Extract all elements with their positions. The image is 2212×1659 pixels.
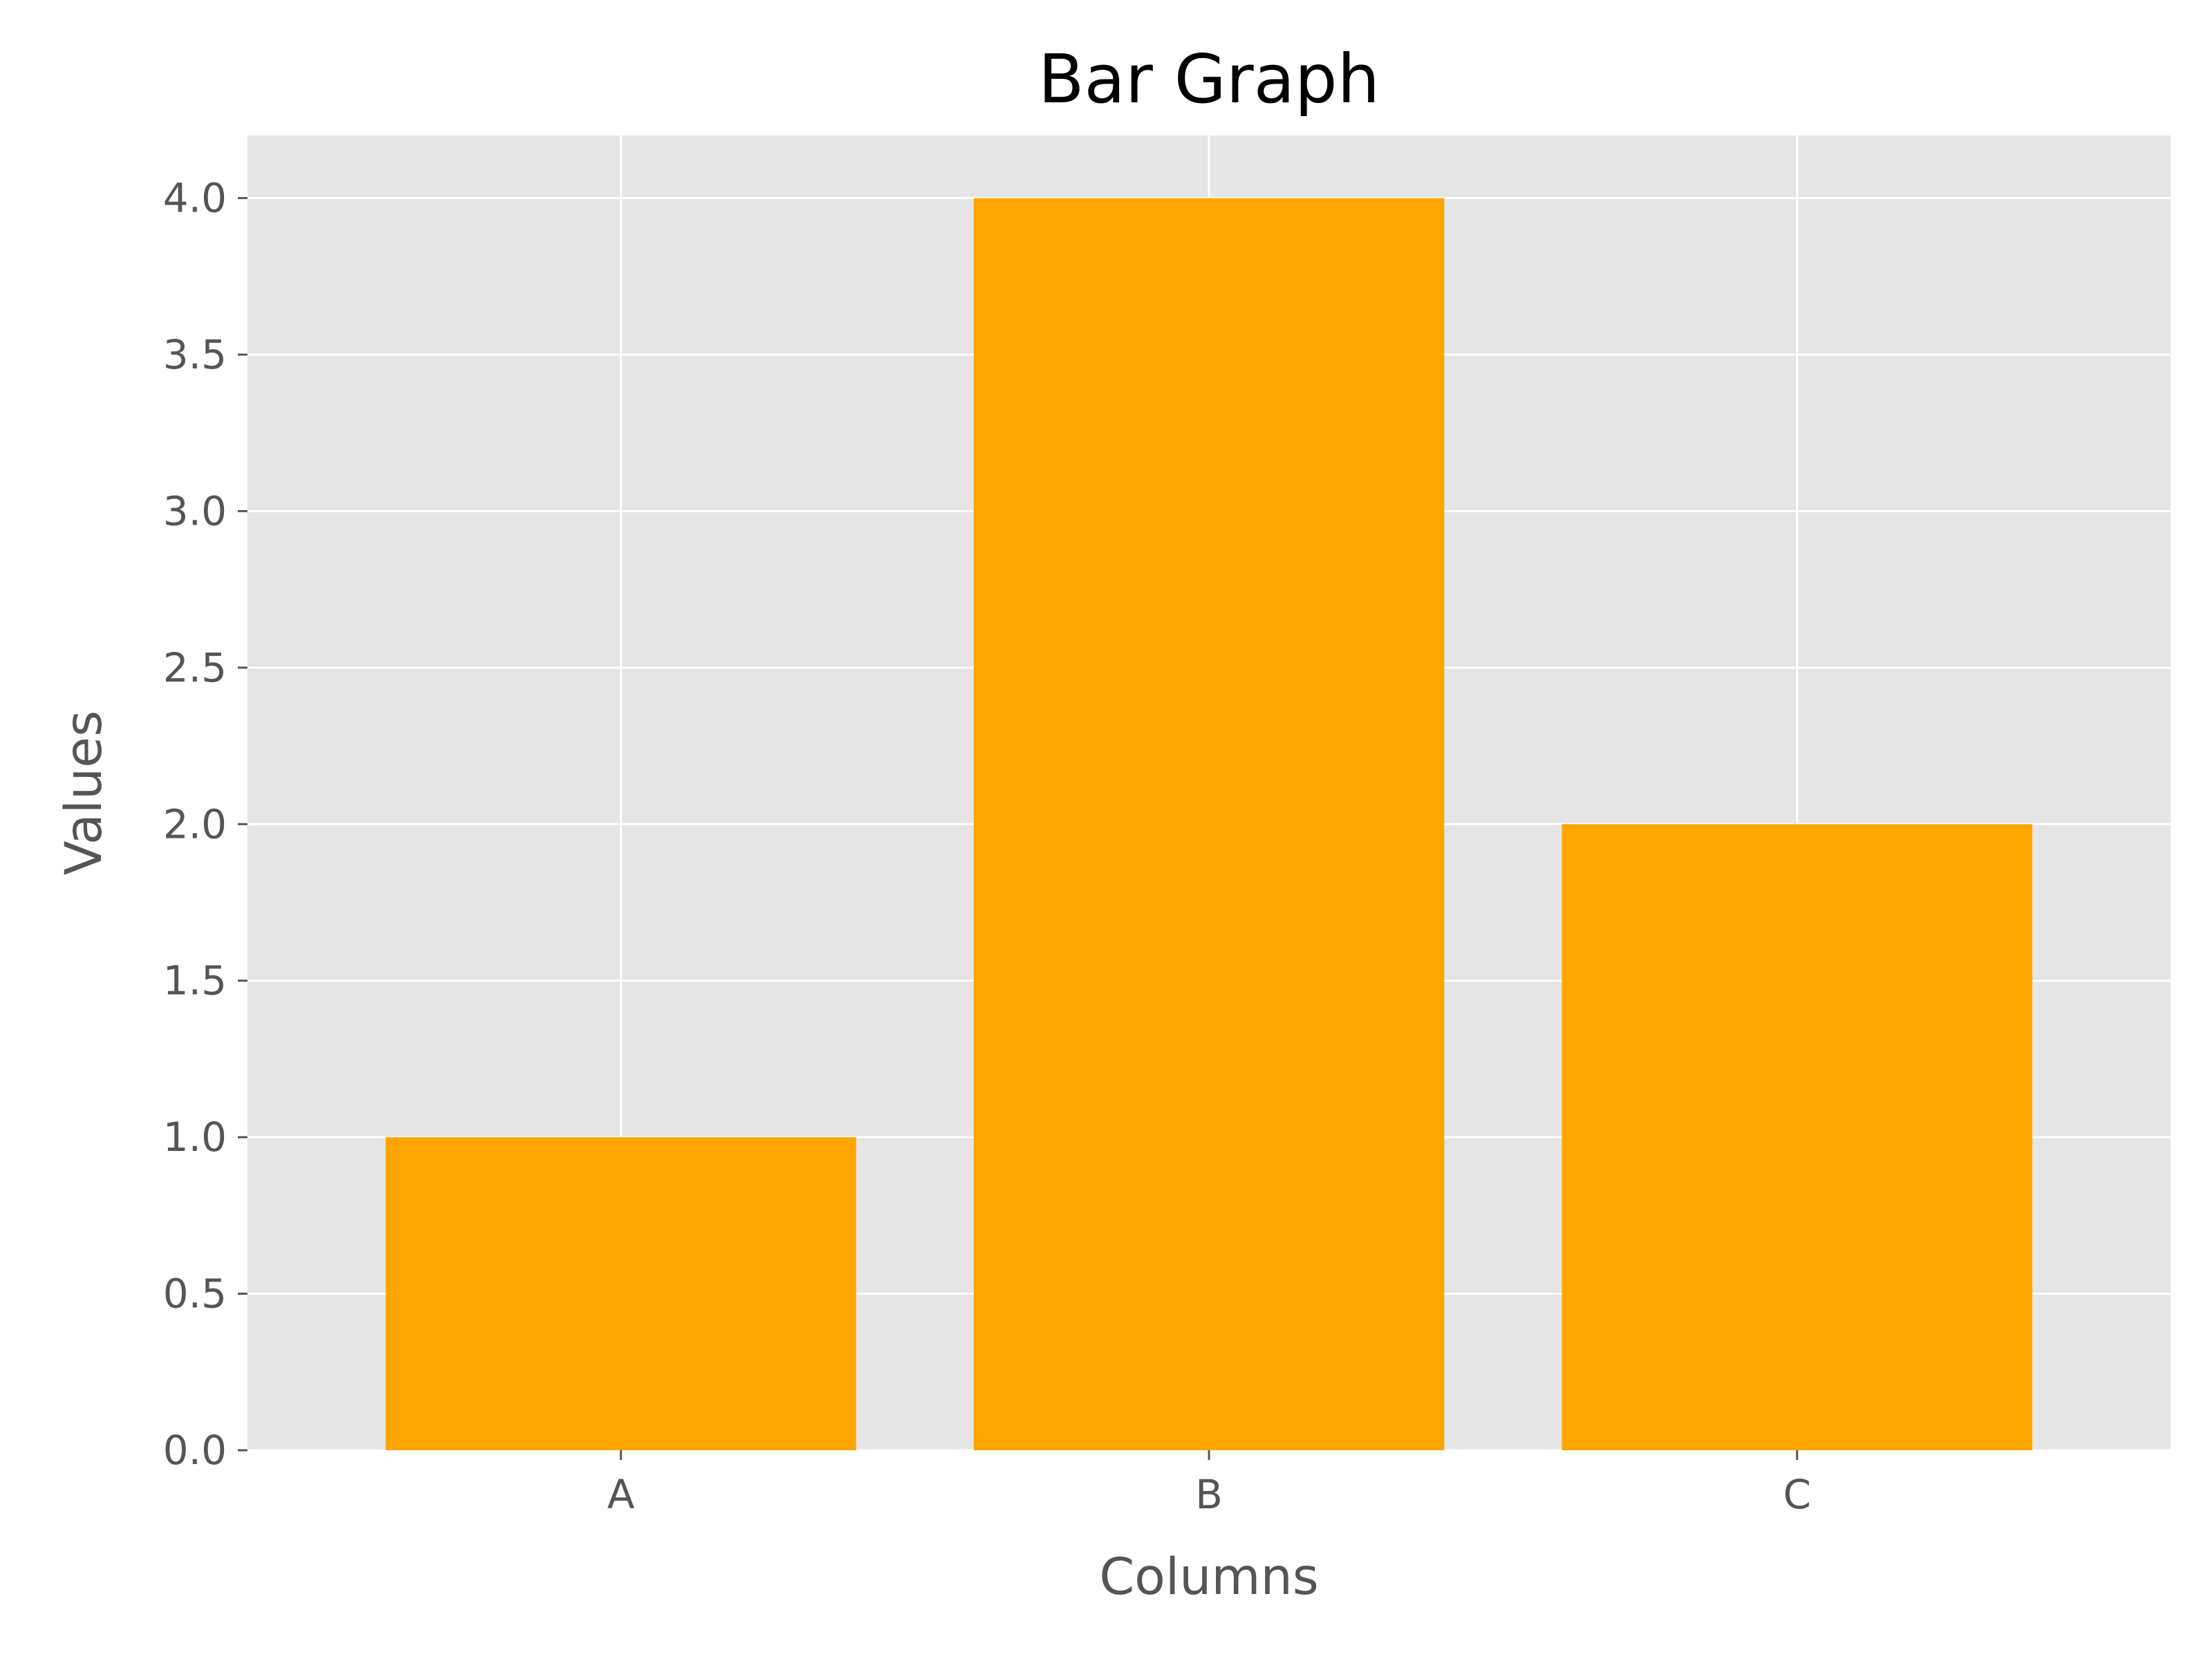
bar-C (1562, 824, 2033, 1450)
y-axis-label: Values (55, 711, 113, 876)
y-tick-label: 1.5 (163, 957, 227, 1004)
y-tick-label: 2.5 (163, 644, 227, 691)
x-tick-label: A (607, 1471, 635, 1518)
bar-A (385, 1137, 856, 1450)
bar-B (973, 198, 1445, 1451)
y-tick-label: 3.0 (163, 487, 227, 534)
axis-ticks: 0.0 0.5 1.0 1.5 2.0 2.5 3.0 3.5 4.0 A B C (163, 175, 1811, 1518)
y-tick-label: 3.5 (163, 331, 227, 378)
y-tick-label: 2.0 (163, 800, 227, 847)
y-tick-label: 4.0 (163, 175, 227, 222)
x-tick-label: C (1783, 1471, 1812, 1518)
y-tick-label: 0.0 (163, 1427, 227, 1474)
x-tick-label: B (1195, 1471, 1223, 1518)
x-axis-label: Columns (1099, 1548, 1319, 1606)
y-tick-label: 0.5 (163, 1271, 227, 1318)
bars (385, 198, 2033, 1451)
chart-title: Bar Graph (1038, 40, 1380, 118)
y-tick-label: 1.0 (163, 1114, 227, 1161)
